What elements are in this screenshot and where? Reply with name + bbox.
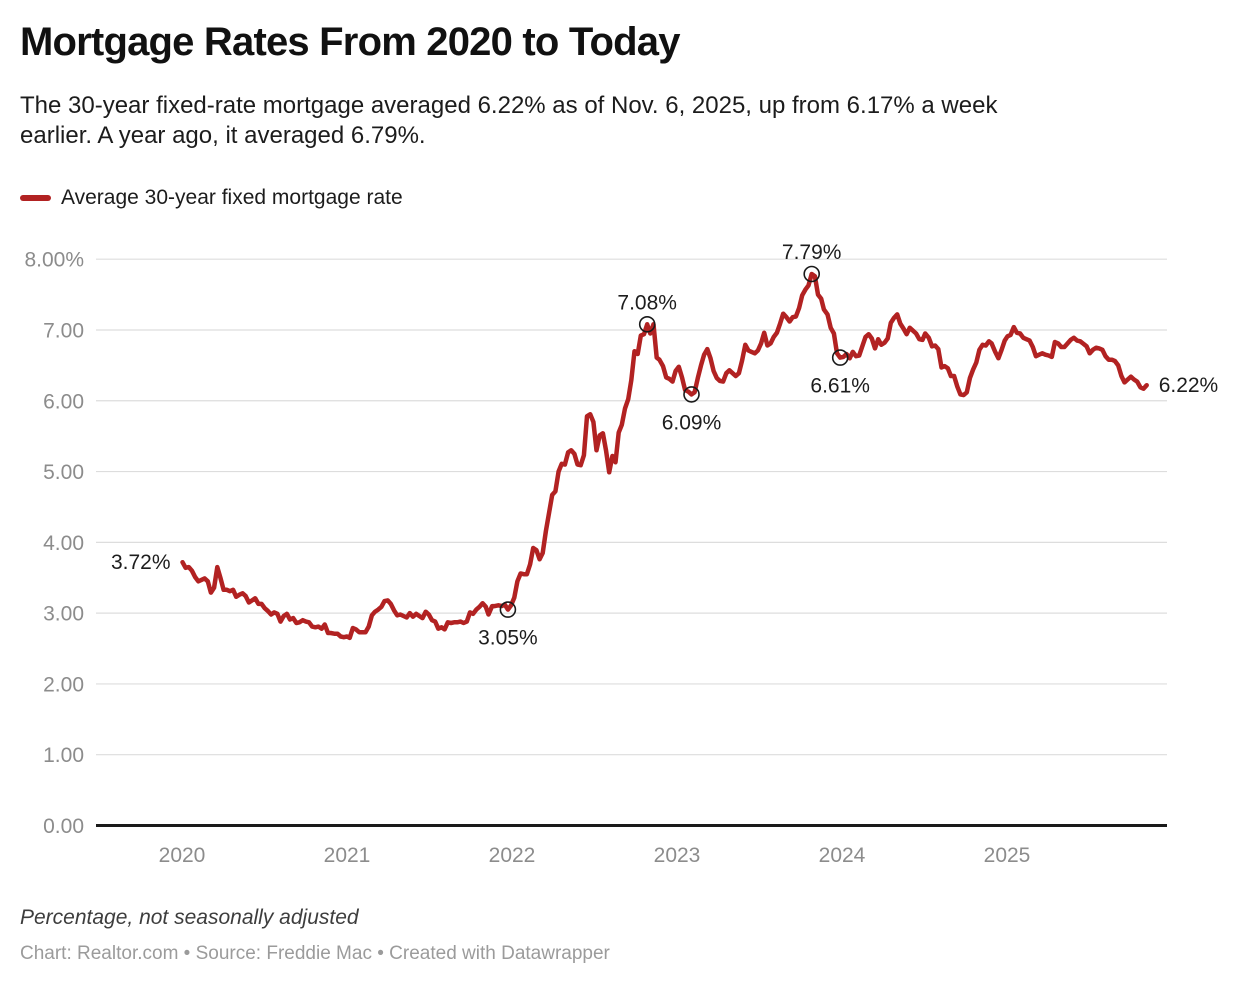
annotation-label: 6.22%: [1159, 374, 1219, 397]
chart-title: Mortgage Rates From 2020 to Today: [20, 20, 680, 64]
y-axis-tick-label: 6.00: [43, 390, 84, 413]
x-axis-tick-label: 2024: [819, 844, 866, 867]
y-axis-tick-label: 2.00: [43, 673, 84, 696]
y-axis-tick-label: 8.00%: [24, 249, 84, 272]
y-axis-tick-label: 4.00: [43, 532, 84, 555]
annotation-marker: [683, 386, 700, 403]
y-axis-tick-label: 7.00: [43, 319, 84, 342]
x-axis-tick-label: 2021: [324, 844, 371, 867]
y-axis-tick-label: 3.00: [43, 603, 84, 626]
y-axis-tick-label: 1.00: [43, 744, 84, 767]
annotation-label: 6.09%: [662, 411, 722, 434]
chart-subtitle-line-2: earlier. A year ago, it averaged 6.79%.: [20, 122, 426, 149]
rate-line-series: [180, 271, 1149, 641]
annotation-label: 3.72%: [111, 551, 171, 574]
x-axis-tick-label: 2025: [984, 844, 1031, 867]
annotation-label: 6.61%: [810, 375, 870, 398]
annotation-marker: [831, 349, 849, 366]
legend-line-swatch: [20, 195, 51, 201]
attribution-line: Chart: Realtor.com • Source: Freddie Mac…: [20, 943, 610, 964]
annotation-label: 7.79%: [782, 241, 842, 264]
x-axis-tick-label: 2023: [654, 844, 701, 867]
mortgage-rate-line-chart: 8.00% 7.00 6.00 5.00 4.00 3.00 2.00 1.00 0.00 202…: [24, 241, 1219, 867]
x-axis-tick-label: 2022: [489, 844, 536, 867]
annotation-marker: [803, 265, 821, 283]
legend-label: Average 30-year fixed mortgage rate: [61, 186, 403, 209]
annotation-marker: [499, 601, 517, 618]
y-axis-tick-label: 5.00: [43, 461, 84, 484]
axis-unit-note: Percentage, not seasonally adjusted: [20, 906, 359, 929]
annotation-label: 7.08%: [617, 291, 677, 314]
annotation-label: 3.05%: [478, 627, 538, 650]
x-axis-tick-label: 2020: [159, 844, 206, 867]
chart-subtitle: The 30-year fixed-rate mortgage averaged…: [20, 91, 1200, 151]
legend: Average 30-year fixed mortgage rate: [20, 186, 403, 210]
annotation-marker: [638, 316, 656, 333]
y-axis-tick-label: 0.00: [43, 815, 84, 838]
chart-subtitle-line-1: The 30-year fixed-rate mortgage averaged…: [20, 92, 998, 119]
